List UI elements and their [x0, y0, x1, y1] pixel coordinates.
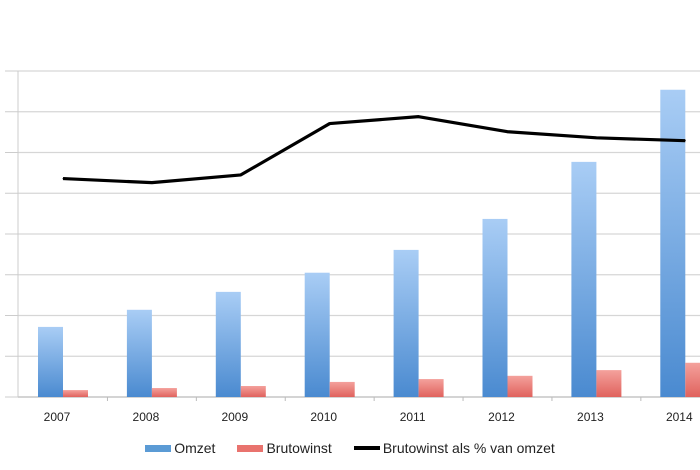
line-point-2014[interactable] — [684, 140, 686, 142]
x-tick-label: 2013 — [577, 410, 604, 424]
legend-item-brutowinst-pct[interactable]: Brutowinst als % van omzet — [353, 440, 555, 456]
line-point-2009[interactable] — [240, 174, 242, 176]
legend-swatch-brutowinst — [237, 444, 264, 452]
x-tick-label: 2008 — [133, 410, 160, 424]
bar-omzet-2014[interactable] — [660, 89, 686, 398]
x-tick-label: 2011 — [400, 410, 426, 424]
bar-omzet-2011[interactable] — [393, 249, 419, 397]
legend-item-omzet[interactable]: Omzet — [145, 440, 215, 456]
legend-label: Omzet — [174, 440, 216, 456]
line-point-2007[interactable] — [62, 178, 64, 180]
x-tick-label: 2010 — [310, 410, 337, 424]
line-brutowinst-pct[interactable] — [62, 115, 686, 185]
x-tick-label: 2014 — [666, 410, 693, 424]
bar-brutowinst-2010[interactable] — [329, 381, 355, 397]
bar-omzet-2007[interactable] — [38, 326, 63, 397]
x-tick-label: 2012 — [488, 410, 515, 424]
bar-brutowinst-2008[interactable] — [151, 388, 177, 397]
chart: 2007 2008 2009 2010 2011 2012 2013 2014 — [5, 70, 700, 424]
bar-brutowinst-2007[interactable] — [63, 390, 88, 397]
line-point-2013[interactable] — [595, 137, 597, 139]
bar-brutowinst-2013[interactable] — [596, 370, 622, 397]
bar-brutowinst-2009[interactable] — [240, 385, 266, 397]
legend-swatch-brutowinst-pct — [353, 446, 380, 450]
line-point-2010[interactable] — [329, 123, 331, 125]
bar-omzet-2013[interactable] — [571, 161, 597, 397]
bar-omzet-2009[interactable] — [215, 291, 241, 397]
legend-label: Brutowinst als % van omzet — [382, 440, 555, 456]
bar-omzet-2012[interactable] — [482, 218, 508, 397]
bar-omzet-2008[interactable] — [126, 309, 152, 397]
bar-brutowinst-2011[interactable] — [418, 379, 444, 397]
bar-brutowinst-2014[interactable] — [685, 362, 700, 397]
bar-brutowinst-2012[interactable] — [507, 375, 533, 397]
x-tick-label: 2009 — [221, 410, 248, 424]
legend: Omzet Brutowinst Brutowinst als % van om… — [0, 440, 700, 456]
line-point-2008[interactable] — [151, 182, 153, 184]
bar-omzet-2010[interactable] — [304, 272, 330, 397]
line-point-2012[interactable] — [507, 131, 508, 133]
legend-label: Brutowinst — [266, 440, 332, 456]
line-point-2011[interactable] — [418, 116, 420, 118]
legend-item-brutowinst[interactable]: Brutowinst — [237, 440, 332, 456]
legend-swatch-omzet — [145, 444, 172, 452]
x-tick-label: 2007 — [44, 410, 71, 424]
